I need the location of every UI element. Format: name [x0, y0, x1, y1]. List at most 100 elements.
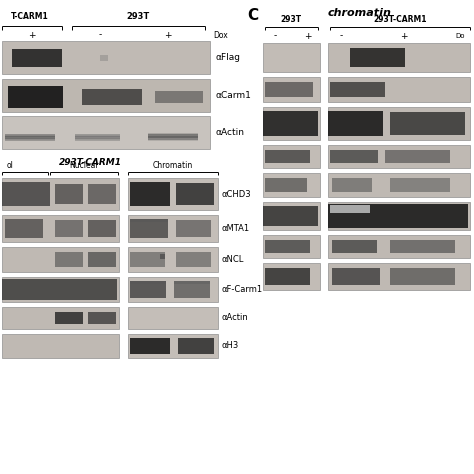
Text: chromatin: chromatin: [328, 8, 392, 18]
Bar: [148, 135, 198, 137]
Bar: [5, 137, 55, 138]
Bar: [5, 134, 55, 136]
Bar: [2, 277, 119, 302]
Bar: [5, 137, 55, 139]
Bar: [265, 268, 310, 285]
Bar: [263, 111, 318, 136]
Bar: [128, 178, 218, 210]
Bar: [8, 86, 63, 108]
Bar: [75, 135, 120, 136]
Bar: [5, 136, 55, 137]
Bar: [176, 252, 211, 267]
Bar: [55, 184, 83, 204]
Bar: [75, 135, 120, 137]
Bar: [350, 48, 405, 67]
Bar: [88, 312, 116, 324]
Bar: [330, 150, 378, 163]
Text: αCarm1: αCarm1: [216, 91, 252, 100]
Bar: [390, 268, 455, 285]
Text: 293T: 293T: [127, 11, 150, 20]
Text: αCHD3: αCHD3: [222, 190, 252, 199]
Text: +: +: [400, 31, 408, 40]
Bar: [2, 215, 119, 242]
Bar: [148, 139, 198, 141]
Text: 293T-CARM1: 293T-CARM1: [373, 15, 427, 24]
Bar: [128, 277, 218, 302]
Bar: [130, 281, 166, 284]
Bar: [328, 107, 470, 140]
Bar: [263, 107, 320, 140]
Bar: [328, 204, 468, 228]
Bar: [75, 137, 120, 139]
Bar: [130, 219, 168, 238]
Bar: [328, 202, 470, 230]
Bar: [130, 281, 166, 298]
Bar: [130, 252, 165, 267]
Bar: [385, 150, 450, 163]
Bar: [128, 215, 218, 242]
Text: Nuclear: Nuclear: [69, 161, 99, 170]
Bar: [2, 279, 117, 300]
Bar: [100, 55, 108, 61]
Bar: [130, 182, 170, 206]
Bar: [330, 205, 370, 213]
Bar: [263, 43, 320, 72]
Bar: [88, 184, 116, 204]
Bar: [75, 138, 120, 140]
Bar: [328, 111, 383, 136]
Bar: [148, 137, 198, 139]
Bar: [12, 49, 62, 67]
Text: -: -: [339, 31, 343, 40]
Bar: [263, 77, 320, 102]
Bar: [5, 219, 43, 238]
Bar: [390, 112, 465, 135]
Bar: [328, 145, 470, 168]
Bar: [160, 254, 165, 259]
Bar: [178, 338, 214, 354]
Bar: [176, 183, 214, 205]
Text: αNCL: αNCL: [222, 255, 245, 264]
Bar: [82, 89, 142, 105]
Bar: [263, 206, 318, 226]
Bar: [2, 178, 119, 210]
Bar: [2, 182, 50, 206]
Bar: [263, 145, 320, 168]
Text: C: C: [247, 8, 258, 23]
Text: 293T: 293T: [281, 15, 301, 24]
Bar: [263, 235, 320, 258]
Bar: [174, 281, 210, 298]
Bar: [5, 135, 55, 137]
Text: αMTA1: αMTA1: [222, 224, 250, 233]
Bar: [5, 140, 55, 141]
Bar: [155, 91, 203, 103]
Bar: [328, 263, 470, 290]
Bar: [75, 137, 120, 138]
Text: Chromatin: Chromatin: [153, 161, 193, 170]
Bar: [330, 82, 385, 97]
Bar: [148, 133, 198, 135]
Bar: [128, 247, 218, 272]
Bar: [5, 137, 55, 138]
Text: αFlag: αFlag: [216, 53, 241, 62]
Bar: [88, 220, 116, 237]
Bar: [332, 240, 377, 253]
Bar: [75, 136, 120, 137]
Bar: [130, 338, 170, 354]
Bar: [55, 252, 83, 267]
Text: αF-Carm1: αF-Carm1: [222, 284, 263, 293]
Bar: [148, 134, 198, 136]
Bar: [75, 139, 120, 141]
Text: +: +: [304, 31, 312, 40]
Text: αActin: αActin: [222, 313, 249, 322]
Bar: [332, 178, 372, 192]
Text: T-CARM1: T-CARM1: [11, 11, 49, 20]
Bar: [265, 240, 310, 253]
Bar: [2, 116, 210, 149]
Bar: [2, 79, 210, 112]
Bar: [148, 137, 198, 138]
Bar: [148, 136, 198, 137]
Bar: [2, 41, 210, 74]
Bar: [75, 140, 120, 141]
Text: -: -: [273, 31, 277, 40]
Text: 293T-CARM1: 293T-CARM1: [58, 157, 121, 166]
